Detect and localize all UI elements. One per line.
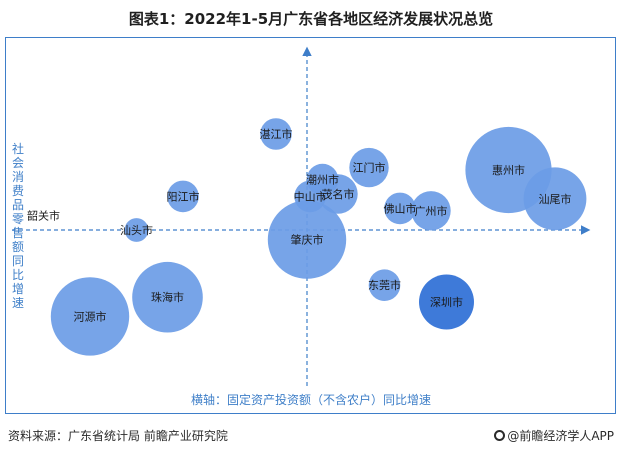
brand-text: @前瞻经济学人APP [507,429,614,443]
chart-title: 图表1：2022年1-5月广东省各地区经济发展状况总览 [128,10,494,28]
source-note: 资料来源：广东省统计局 前瞻产业研究院 [8,429,228,443]
bubble-5 [419,274,474,330]
bubble-8 [411,191,451,231]
bubble-6 [349,147,389,188]
bubble-label-2: 河源市 [74,309,107,323]
bubble-11 [167,180,199,213]
chart-frame [5,37,616,414]
x-axis-label: 横轴：固定资产投资额（不含农户）同比增速 [190,393,431,407]
bubble-label-13: 佛山市 [384,201,417,215]
bubble-label-7: 茂名市 [322,187,355,201]
bubble-4 [523,167,587,231]
bubble-15 [124,218,149,242]
bubble-2 [50,277,130,356]
bubble-label-8: 广州市 [415,204,448,218]
bubble-1 [267,200,347,279]
bubble-label-12: 中山市 [294,189,327,203]
bubble-3 [132,261,203,333]
brand-logo-icon [494,430,506,441]
y-axis-label: 社会消费品零售额同比增速 [11,142,24,310]
bubble-label-6: 江门市 [353,161,386,175]
bubble-label-11: 阳江市 [167,189,200,203]
bubble-14 [368,269,401,302]
bubble-label-10: 潮州市 [306,173,339,187]
bubble-label-16: 韶关市 [27,209,60,223]
bubble-9 [260,118,292,150]
bubble-13 [384,192,416,225]
bubble-12 [294,180,326,213]
brand-credit: @前瞻经济学人APP [494,427,614,444]
bubble-label-3: 珠海市 [151,290,184,304]
bubble-label-0: 惠州市 [492,163,525,177]
bubble-label-1: 肇庆市 [291,233,324,247]
bubble-label-9: 湛江市 [260,127,293,141]
bubble-label-15: 汕头市 [120,223,153,237]
bubble-label-14: 东莞市 [368,278,401,292]
bubble-label-4: 汕尾市 [539,192,572,206]
bubble-label-5: 深圳市 [430,295,463,309]
